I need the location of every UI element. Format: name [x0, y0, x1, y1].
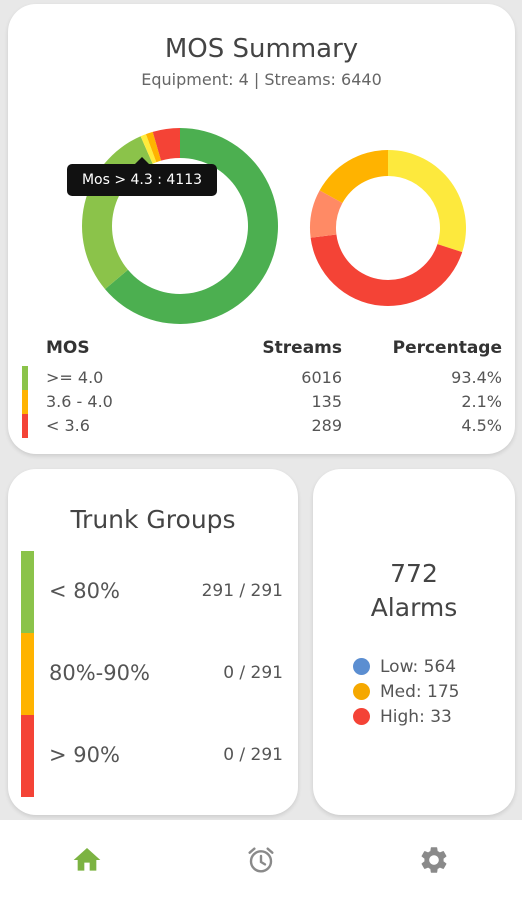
mos-percentage: 4.5%: [461, 416, 502, 435]
trunk-color-bar: [21, 715, 34, 797]
percentage-column-header: Percentage: [392, 338, 502, 358]
mos-column-header: MOS: [46, 338, 90, 358]
mos-range: 3.6 - 4.0: [46, 392, 113, 411]
trunk-count: 291 / 291: [201, 581, 283, 601]
mos-summary-title: MOS Summary: [164, 34, 359, 64]
mos-streams: 135: [311, 392, 342, 411]
donut-segment-orange[interactable]: [145, 131, 162, 163]
alarm-count: 772: [390, 559, 438, 588]
alarm-severity-text: Low: 564: [380, 656, 457, 677]
donut-segment-orange[interactable]: [319, 150, 388, 203]
alarm-severity-list: Low: 564 Med: 175 High: 33: [353, 654, 460, 729]
donut-segment-yellow[interactable]: [388, 150, 466, 253]
mos-summary-subtitle: Equipment: 4 | Streams: 6440: [141, 70, 382, 89]
mos-range: >= 4.0: [46, 368, 104, 387]
alarms-card[interactable]: 772 Alarms Low: 564 Med: 175 High: 33: [313, 469, 515, 815]
nav-alarms-button[interactable]: [239, 838, 283, 882]
mos-detail-donut-chart[interactable]: [308, 148, 468, 308]
severity-dot-icon: [353, 683, 370, 700]
mos-table-row: >= 4.0 6016 93.4%: [22, 366, 502, 390]
nav-settings-button[interactable]: [412, 838, 456, 882]
alarm-clock-icon: [248, 847, 274, 873]
mos-percentage: 2.1%: [461, 392, 502, 411]
mos-color-swatch: [22, 414, 28, 438]
trunk-range-label: > 90%: [49, 743, 120, 767]
mos-color-swatch: [22, 390, 28, 414]
mos-donut-chart[interactable]: [80, 126, 280, 326]
mos-streams: 289: [311, 416, 342, 435]
alarm-severity-text: High: 33: [380, 706, 452, 727]
mos-table-row: < 3.6 289 4.5%: [22, 414, 502, 438]
alarm-severity-item: Low: 564: [353, 654, 460, 679]
mos-legend-table: MOS Streams Percentage >= 4.0 6016 93.4%…: [22, 338, 502, 438]
alarms-label: Alarms: [370, 593, 458, 622]
donut-segment-salmon[interactable]: [310, 190, 343, 238]
nav-home-button[interactable]: [65, 838, 109, 882]
severity-dot-icon: [353, 708, 370, 725]
streams-column-header: Streams: [262, 338, 342, 358]
mos-color-swatch: [22, 366, 28, 390]
trunk-range-label: 80%-90%: [49, 661, 150, 685]
trunk-group-row: 80%-90% 0 / 291: [21, 633, 291, 715]
trunk-group-row: > 90% 0 / 291: [21, 715, 291, 797]
mos-table-header: MOS Streams Percentage: [22, 338, 502, 366]
home-icon: [73, 848, 101, 871]
trunk-count: 0 / 291: [223, 745, 283, 765]
mos-table-row: 3.6 - 4.0 135 2.1%: [22, 390, 502, 414]
mos-range: < 3.6: [46, 416, 90, 435]
trunk-color-bar: [21, 551, 34, 633]
donut-segment-green-dark[interactable]: [105, 128, 278, 324]
trunk-color-bar: [21, 633, 34, 715]
trunk-groups-title: Trunk Groups: [70, 505, 236, 534]
trunk-range-label: < 80%: [49, 579, 120, 603]
alarm-severity-item: High: 33: [353, 704, 460, 729]
donut-segment-red[interactable]: [310, 234, 463, 307]
trunk-groups-card[interactable]: Trunk Groups < 80% 291 / 291 80%-90% 0 /…: [8, 469, 298, 815]
donut-segment-yellow[interactable]: [140, 134, 157, 164]
mos-summary-card[interactable]: MOS Summary Equipment: 4 | Streams: 6440…: [8, 4, 515, 454]
gear-icon: [421, 847, 447, 873]
mos-streams: 6016: [301, 368, 342, 387]
trunk-group-row: < 80% 291 / 291: [21, 551, 291, 633]
severity-dot-icon: [353, 658, 370, 675]
chart-tooltip: Mos > 4.3 : 4113: [67, 157, 217, 196]
bottom-navigation: [0, 820, 522, 900]
donut-segment-red[interactable]: [152, 128, 180, 161]
trunk-count: 0 / 291: [223, 663, 283, 683]
mos-percentage: 93.4%: [451, 368, 502, 387]
alarm-severity-item: Med: 175: [353, 679, 460, 704]
alarm-severity-text: Med: 175: [380, 681, 460, 702]
